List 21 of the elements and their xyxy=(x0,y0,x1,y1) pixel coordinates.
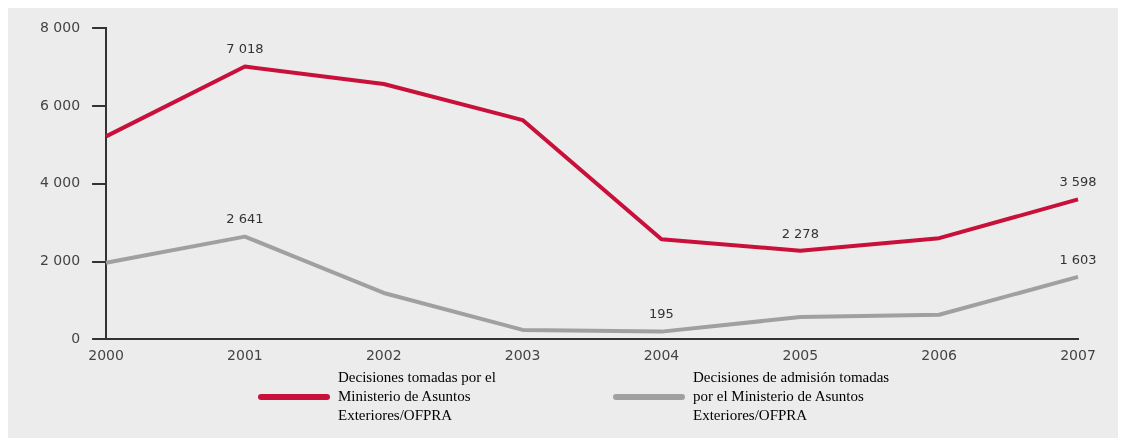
x-tick-label: 2002 xyxy=(365,347,402,364)
data-label: 2 278 xyxy=(781,225,819,241)
y-tick-label: 4 000 xyxy=(39,174,81,191)
legend-label: Decisiones de admisión tomadas por el Ministerio de Asuntos Exteriores/OFPRA xyxy=(693,368,891,425)
x-tick-label: 2005 xyxy=(782,347,819,364)
y-tick-label: 8 000 xyxy=(39,19,81,36)
x-tick-label: 2007 xyxy=(1060,347,1096,364)
y-tick-label: 0 xyxy=(71,329,81,346)
y-tick-label: 6 000 xyxy=(39,96,81,113)
data-label: 2 641 xyxy=(226,211,264,227)
x-tick-label: 2004 xyxy=(643,347,680,364)
x-tick-label: 2001 xyxy=(227,347,263,364)
x-tick-label: 2000 xyxy=(88,347,124,364)
x-tick-label: 2006 xyxy=(921,347,958,364)
data-label: 1 603 xyxy=(1059,251,1097,267)
data-label: 3 598 xyxy=(1059,174,1097,190)
y-tick-label: 2 000 xyxy=(39,252,81,269)
legend-label: Decisiones tomadas por el Ministerio de Asuntos Exteriores/OFPRA xyxy=(338,368,497,425)
x-tick-label: 2003 xyxy=(504,347,541,364)
data-label: 195 xyxy=(649,306,674,322)
data-label: 7 018 xyxy=(226,41,264,57)
